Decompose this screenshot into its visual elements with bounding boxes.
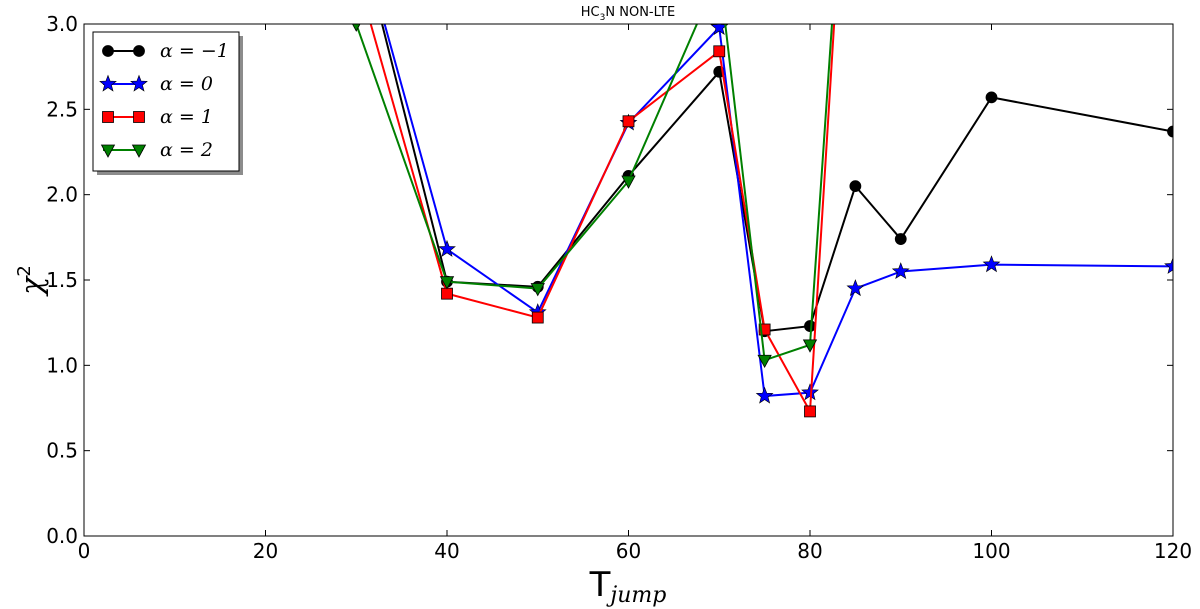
data-point (1167, 125, 1173, 138)
y-tick-label: 2.0 (46, 183, 78, 207)
data-point (985, 91, 998, 104)
legend-marker (99, 74, 117, 92)
series-line (381, 24, 1173, 333)
legend-label: α = 1 (160, 106, 213, 128)
legend-item: α = 1 (102, 106, 213, 128)
data-point (757, 354, 772, 369)
legend-marker (100, 144, 116, 158)
tick-layer: 0 20 40 60 80 100 120 0.0 0.5 1.0 1.5 2.0 2.5 3.0 (46, 12, 1192, 563)
data-point (802, 339, 818, 353)
y-tick-label: 1.0 (46, 353, 78, 377)
x-axis-label: Tjump (589, 565, 667, 608)
legend-box (92, 31, 240, 172)
data-point (804, 320, 816, 332)
data-point (439, 276, 455, 290)
x-tick-label: 120 (1154, 539, 1192, 563)
x-tick-label: 100 (972, 539, 1010, 563)
series-line (355, 24, 833, 362)
legend-marker (131, 144, 147, 158)
data-point (352, 24, 361, 32)
series-0 (381, 24, 1173, 338)
chart-title: HC3N NON-LTE (581, 5, 675, 23)
data-point (755, 386, 774, 404)
y-tick-label: 2.5 (46, 97, 78, 121)
data-point (849, 180, 862, 193)
x-tick-label: 0 (78, 539, 91, 563)
x-tick-label: 20 (253, 539, 278, 563)
data-point (804, 405, 816, 418)
data-point (758, 323, 771, 336)
y-axis-label: χ2 (14, 265, 50, 297)
legend-item: α = −1 (102, 40, 229, 62)
data-point (894, 233, 907, 245)
legend-label: α = 2 (160, 139, 213, 161)
legend-marker (133, 111, 145, 123)
y-axis-label-group: χ2 (14, 265, 50, 297)
series-line (369, 24, 836, 415)
y-tick-label: 0.5 (46, 439, 78, 463)
legend-items: α = −1 α = 0 α = 1 α = 2 (99, 40, 229, 161)
data-point (846, 279, 865, 297)
data-point (982, 255, 1001, 273)
data-point (621, 175, 636, 189)
y-tick-label: 3.0 (46, 12, 78, 36)
y-tick-label: 1.5 (46, 268, 78, 292)
data-point (622, 115, 635, 128)
legend-marker (102, 111, 114, 123)
data-point (713, 45, 726, 58)
legend-item: α = 2 (100, 139, 213, 161)
data-point (891, 262, 910, 280)
series-2 (369, 24, 836, 418)
legend-label: α = −1 (160, 40, 229, 62)
x-tick-label: 80 (797, 539, 822, 563)
x-tick-label: 60 (616, 539, 641, 563)
data-point (531, 311, 544, 324)
legend-marker (130, 74, 148, 92)
legend-item: α = 0 (99, 73, 213, 95)
data-point (441, 287, 453, 300)
data-point (530, 283, 545, 297)
legend-label: α = 0 (160, 73, 213, 95)
y-tick-label: 0.0 (46, 524, 78, 548)
x-tick-label: 40 (434, 539, 459, 563)
data-point (438, 239, 456, 257)
data-point (1164, 257, 1173, 274)
legend: α = −1 α = 0 α = 1 α = 2 (92, 31, 243, 175)
series-3 (352, 24, 833, 369)
series-1 (383, 24, 1173, 404)
legend-marker (102, 45, 114, 57)
series-layer (352, 24, 1173, 418)
legend-marker (133, 45, 145, 57)
